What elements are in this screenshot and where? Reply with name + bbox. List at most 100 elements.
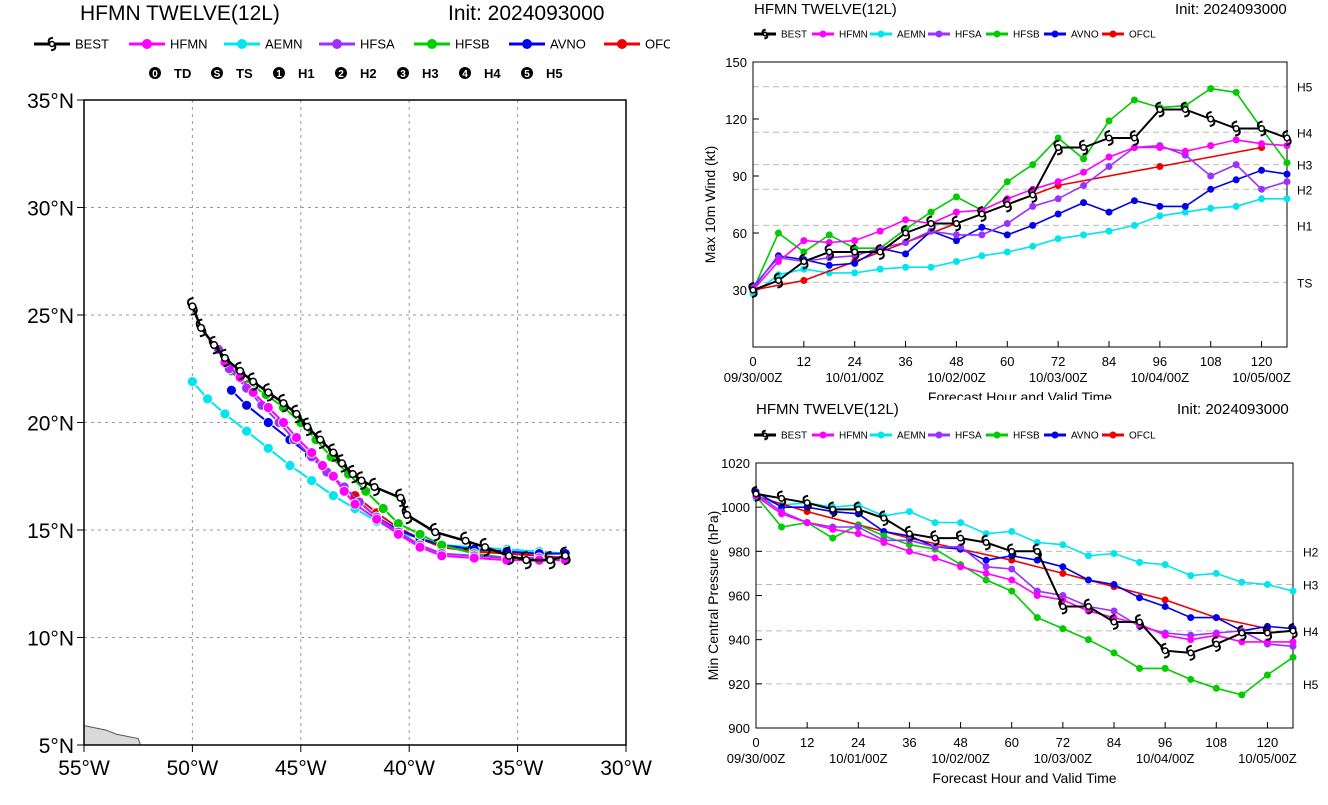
- data-point-hfmn: [1187, 636, 1195, 644]
- track-point-best-icon: [262, 383, 274, 402]
- legend-item-hfmn: HFMN: [812, 431, 868, 442]
- hurricane-eye-icon: [1054, 144, 1062, 151]
- data-point-hfsb: [1207, 85, 1215, 93]
- legend-item-hfsb: HFSB: [414, 37, 490, 52]
- data-point-aemn: [1080, 231, 1088, 239]
- data-point-best-icon: [1180, 101, 1190, 118]
- track-point-hfmn: [306, 447, 318, 459]
- data-point-aemn: [1059, 541, 1067, 549]
- lon-tick-label: 50°W: [167, 757, 219, 780]
- data-point-hfmn: [1003, 195, 1011, 203]
- category-label: H5: [1297, 81, 1313, 95]
- data-point-avno: [1212, 614, 1220, 622]
- hurricane-eye-icon: [829, 505, 837, 513]
- data-point-hfsb: [1130, 96, 1138, 104]
- legend-marker: [877, 30, 885, 38]
- legend-label: OFCL: [645, 37, 670, 52]
- hurricane-eye-icon: [188, 302, 197, 311]
- category-label: TS: [1297, 276, 1312, 290]
- hurricane-eye-icon: [902, 229, 910, 237]
- y-tick-label: 1020: [721, 456, 750, 471]
- hurricane-eye-icon: [357, 476, 366, 485]
- data-point-aemn: [851, 269, 859, 277]
- category-label: H1: [1297, 219, 1313, 233]
- hurricane-eye-icon: [210, 341, 219, 350]
- y-tick-label: 90: [733, 169, 747, 184]
- data-point-best-icon: [799, 253, 809, 270]
- hurricane-eye-icon: [1156, 106, 1164, 113]
- data-point-best-icon: [1237, 625, 1247, 642]
- hurricane-eye-icon: [1084, 603, 1092, 611]
- data-point-aemn: [1283, 195, 1291, 203]
- hurricane-eye-icon: [48, 40, 56, 48]
- data-point-hfmn: [1033, 592, 1041, 599]
- legend-item-aemn: AEMN: [870, 431, 926, 442]
- map-title: HFMN TWELVE(12L): [80, 2, 280, 25]
- x-tick-label: 84: [1102, 354, 1116, 369]
- data-point-avno: [1156, 202, 1164, 210]
- data-point-hfsb: [952, 193, 960, 201]
- hurricane-eye-icon: [982, 539, 990, 546]
- legend-label: AEMN: [897, 30, 926, 41]
- intensity-symbol-icon: [149, 67, 161, 79]
- lat-tick-label: 20°N: [27, 413, 74, 436]
- track-point-aemn: [284, 460, 296, 471]
- coastline-land: [83, 725, 142, 746]
- data-point-aemn: [1054, 235, 1062, 243]
- track-point-aemn: [219, 408, 231, 420]
- data-point-hfsa: [902, 239, 910, 246]
- data-point-hfsa: [1054, 195, 1062, 203]
- hurricane-eye-icon: [249, 377, 258, 386]
- data-point-hfsa: [1105, 163, 1113, 170]
- data-point-hfsb: [1008, 587, 1016, 595]
- data-point-best-icon: [1155, 101, 1165, 118]
- data-point-hfsa: [1232, 161, 1240, 169]
- legend-item-hfsa: HFSA: [928, 431, 982, 442]
- data-point-aemn: [1003, 248, 1011, 256]
- data-point-best-icon: [1083, 598, 1094, 615]
- intensity-symbol-text: S: [214, 69, 221, 80]
- data-point-aemn: [1238, 578, 1246, 586]
- hurricane-eye-icon: [1059, 603, 1067, 611]
- track-point-hfmn: [338, 485, 350, 497]
- data-point-avno: [1161, 603, 1169, 611]
- data-point-best-icon: [1282, 130, 1292, 146]
- data-point-hfsb: [1033, 614, 1041, 622]
- track-point-best-icon: [395, 488, 406, 508]
- data-point-best-icon: [748, 282, 758, 298]
- hurricane-eye-icon: [762, 31, 768, 37]
- legend-marker: [1051, 431, 1059, 439]
- data-point-avno: [1029, 221, 1037, 229]
- x-tick-label: 60: [1000, 354, 1014, 369]
- data-point-avno: [1181, 202, 1189, 210]
- data-point-hfmn: [931, 554, 939, 562]
- data-point-best-icon: [1160, 642, 1170, 659]
- pressure-frame: [755, 462, 1294, 729]
- track-point-best-icon: [208, 335, 220, 355]
- track-point-best-icon: [559, 546, 571, 566]
- data-point-aemn: [952, 258, 960, 265]
- data-point-hfsb: [1283, 159, 1291, 167]
- data-point-aemn: [1181, 208, 1189, 216]
- data-point-avno: [825, 261, 833, 269]
- data-point-best-icon: [824, 244, 834, 260]
- hurricane-eye-icon: [220, 353, 229, 363]
- track-point-hfmn: [414, 541, 426, 553]
- data-point-hfmn: [952, 208, 960, 216]
- hurricane-eye-icon: [957, 534, 965, 542]
- track-point-aemn: [262, 442, 274, 454]
- track-point-best-icon: [314, 430, 326, 450]
- data-point-hfmn: [880, 539, 888, 546]
- hurricane-eye-icon: [561, 551, 570, 560]
- legend-item-best: BEST: [754, 429, 807, 442]
- hurricane-eye-icon: [800, 258, 808, 265]
- data-point-aemn: [1258, 195, 1266, 203]
- y-tick-label: 30: [733, 283, 747, 298]
- data-point-aemn: [774, 271, 782, 279]
- data-point-hfsa: [825, 254, 833, 262]
- track-point-best-icon: [291, 404, 302, 424]
- hurricane-eye-icon: [197, 323, 206, 332]
- data-point-best-icon: [1007, 543, 1017, 560]
- legend-marker: [935, 30, 943, 38]
- legend-hurricane-icon: [47, 36, 57, 52]
